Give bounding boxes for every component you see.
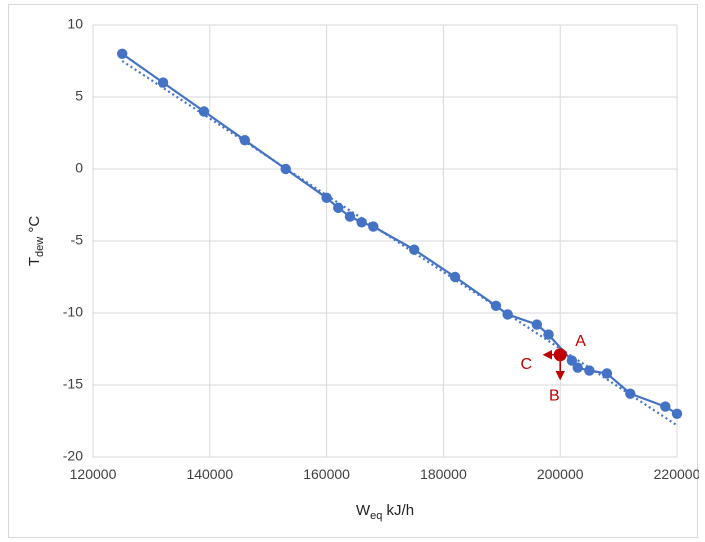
y-tick-label: -10 [63,304,83,320]
data-point [356,217,367,228]
y-tick-label: -5 [71,232,84,248]
data-point [409,244,420,255]
x-tick-label: 140000 [186,466,233,482]
x-axis-title-main: W [356,502,371,519]
data-point [490,300,502,311]
data-point [625,388,636,399]
data-point [280,163,291,175]
trendline [121,60,678,427]
data-point [660,401,671,412]
data-point [368,221,379,232]
data-point [543,329,554,340]
data-point [449,271,461,283]
tick-labels: 120000 140000 160000 180000 200000 220000 -20 -… [63,16,699,482]
x-tick-label: 160000 [303,466,350,482]
y-tick-label: 10 [67,16,83,32]
annotation-group: A BC [521,333,587,405]
x-axis-title-sub: eq [370,510,382,522]
data-point [321,192,332,203]
data-point [344,211,356,222]
x-tick-label: 180000 [420,466,467,482]
y-axis-title-sub: dew [34,237,46,257]
data-point [502,309,513,320]
data-point [601,368,613,379]
data-point [333,202,344,214]
y-axis-title-main: T [26,257,43,266]
annotation-label-b: B [549,388,560,405]
y-axis-title: Tdew °C [26,216,46,267]
data-point [239,135,251,146]
data-point [584,365,595,376]
x-axis-title-unit: kJ/h [382,502,414,519]
x-tick-label: 120000 [70,466,117,482]
data-point [117,48,128,59]
x-tick-label: 220000 [654,466,699,482]
highlight-point [553,348,567,362]
grid [92,24,678,458]
data-point [572,362,583,373]
annotation-label-c: C [521,356,533,373]
annotation-label-a: A [575,333,586,350]
x-tick-label: 200000 [537,466,584,482]
data-point [198,106,210,117]
y-axis-title-unit: °C [26,216,43,237]
series-group [117,48,683,419]
y-tick-label: 5 [75,88,83,104]
chart-svg: A BC 120000 140000 160000 180000 200000 220000… [26,16,699,522]
axis-titles: Weq kJ/h Tdew °C [26,216,414,522]
trendline-group [121,60,678,427]
data-point [671,408,683,419]
y-tick-label: -20 [63,448,83,464]
x-axis-title: Weq kJ/h [356,502,414,522]
y-tick-label: 0 [75,160,83,176]
data-point [566,355,578,366]
data-point [531,319,543,330]
y-tick-label: -15 [63,376,83,392]
data-point [157,77,169,88]
